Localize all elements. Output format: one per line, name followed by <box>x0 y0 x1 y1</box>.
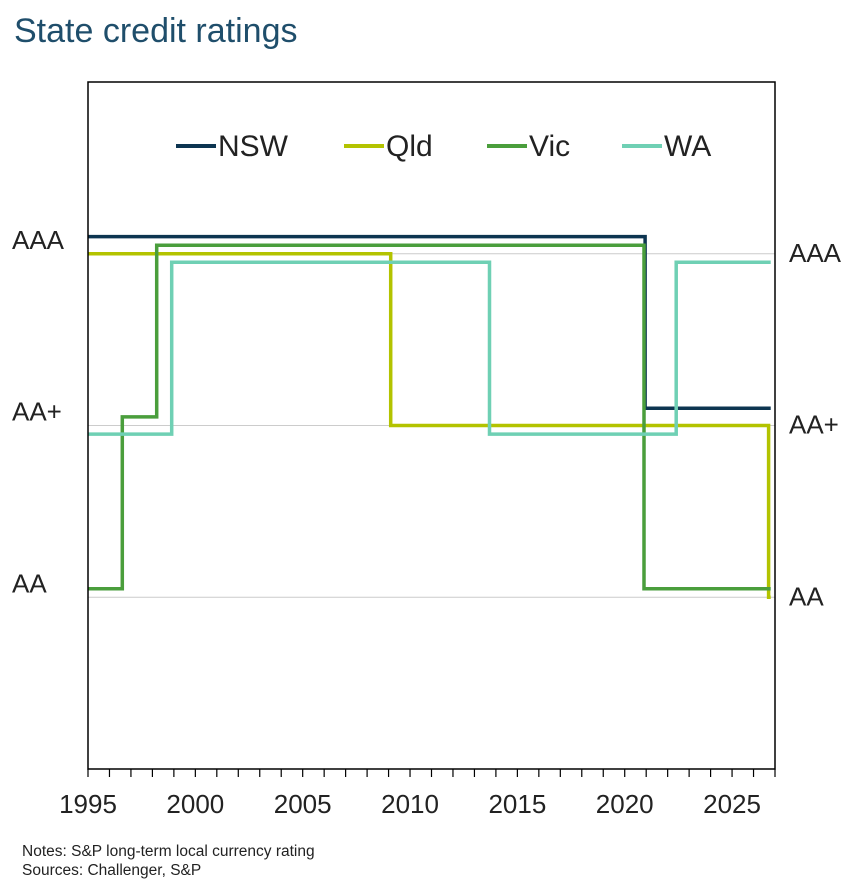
line-chart: 1995 2000 2005 2010 2015 2020 2025 AA AA+ AAA AA… <box>12 81 842 819</box>
legend-label-wa: WA <box>664 130 711 163</box>
series-line-qld <box>88 252 771 600</box>
legend-label-qld: Qld <box>386 130 433 163</box>
x-tick-label: 2015 <box>488 789 546 819</box>
x-tick-label: 2025 <box>703 789 761 819</box>
legend-label-nsw: NSW <box>218 130 289 163</box>
y-tick-label-right: AA <box>789 581 824 611</box>
y-tick-label-left: AAA <box>12 225 65 255</box>
x-tick-label: 2010 <box>381 789 439 819</box>
sources-line: Sources: Challenger, S&P <box>22 862 202 879</box>
y-tick-label-right: AA+ <box>789 410 839 440</box>
series-line-wa <box>88 260 771 436</box>
legend-label-vic: Vic <box>529 130 570 163</box>
notes-line: Notes: S&P long-term local currency rati… <box>22 843 315 860</box>
y-tick-label-left: AA <box>12 568 47 598</box>
y-tick-label-left: AA+ <box>12 397 62 427</box>
chart-notes: Notes: S&P long-term local currency rati… <box>22 842 315 880</box>
x-tick-label: 2020 <box>596 789 654 819</box>
series-line-vic <box>88 243 771 591</box>
x-tick-label: 2005 <box>274 789 332 819</box>
x-tick-label: 2000 <box>166 789 224 819</box>
chart-title: State credit ratings <box>14 12 298 50</box>
x-tick-label: 1995 <box>59 789 117 819</box>
y-tick-label-right: AAA <box>789 238 842 268</box>
